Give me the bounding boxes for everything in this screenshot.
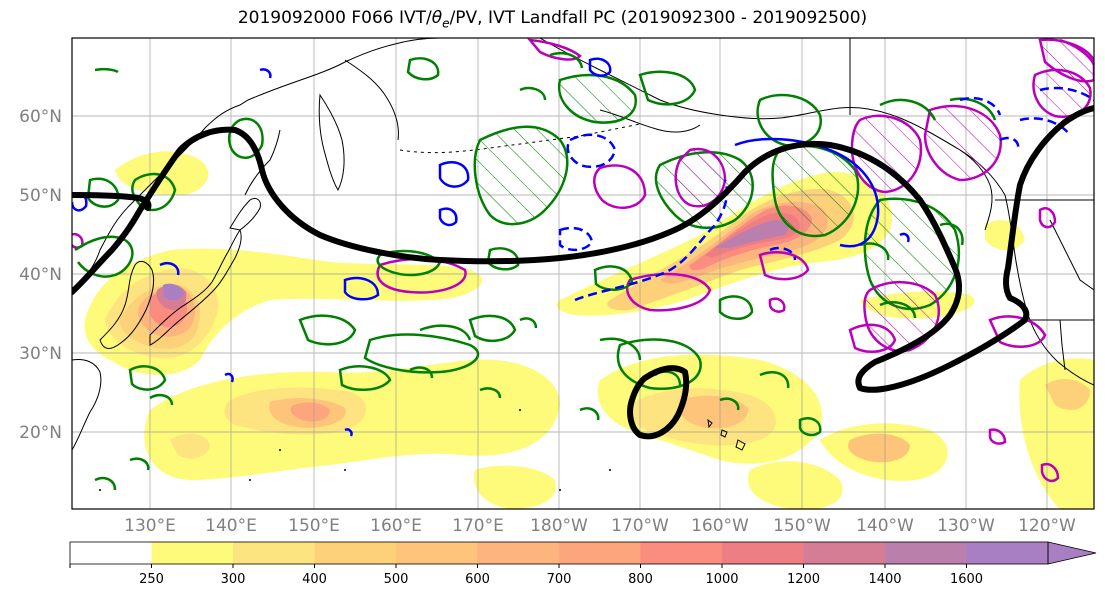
map-gridlines — [72, 38, 1094, 509]
lat-label: 40°N — [19, 265, 62, 285]
theta-e-hatched — [473, 73, 960, 311]
theta-symbol: θ — [431, 8, 443, 28]
colorbar-tick-label: 400 — [302, 572, 327, 587]
colorbar-segment — [803, 542, 886, 564]
lon-label: 140°W — [856, 516, 914, 536]
colorbar-segment — [966, 542, 1049, 564]
colorbar-tick-label: 250 — [139, 572, 164, 587]
pv-hatched — [674, 38, 1094, 353]
colorbar-segment — [640, 542, 723, 564]
lon-label: 130°W — [937, 516, 995, 536]
lon-label: 160°E — [370, 516, 422, 536]
blue-dashed-contours — [558, 86, 1094, 302]
lat-label: 20°N — [19, 423, 62, 443]
colorbar-segment — [233, 542, 315, 564]
colorbar-extend-arrow — [1047, 541, 1097, 565]
colorbar-segment — [70, 542, 152, 564]
colorbar-tick-label: 800 — [628, 572, 653, 587]
colorbar-tick-label: 1000 — [705, 572, 738, 587]
colorbar-segment — [151, 542, 234, 564]
lon-label: 150°E — [288, 516, 340, 536]
lon-label: 170°W — [611, 516, 669, 536]
blue-contours — [72, 57, 910, 437]
lon-label: 130°E — [124, 516, 176, 536]
colorbar-segment — [722, 542, 804, 564]
colorbar-tick-label: 500 — [384, 572, 409, 587]
latitude-labels: 60°N 50°N 40°N 30°N 20°N — [19, 107, 62, 443]
lon-label: 140°E — [205, 516, 257, 536]
lon-label: 170°E — [452, 516, 504, 536]
colorbar-tick-label: 1600 — [950, 572, 983, 587]
colorbar-segment — [477, 542, 560, 564]
colorbar-tick-label: 300 — [221, 572, 246, 587]
colorbar-tick-label: 1400 — [868, 572, 901, 587]
lon-label: 120°W — [1018, 516, 1076, 536]
colorbar-segment — [885, 542, 967, 564]
longitude-labels: 130°E 140°E 150°E 160°E 170°E 180°W 170°… — [124, 516, 1076, 536]
pc-contour — [72, 105, 1094, 440]
island-specks — [99, 409, 611, 491]
map-frame — [71, 37, 1095, 510]
lat-label: 60°N — [19, 107, 62, 127]
colorbar-tick-label: 700 — [547, 572, 572, 587]
lon-label: 180°W — [530, 516, 588, 536]
colorbar-segment — [559, 542, 641, 564]
figure-title: 2019092000 F066 IVT/θe/PV, IVT Landfall … — [237, 8, 868, 31]
colorbar-segment — [396, 542, 478, 564]
lat-label: 30°N — [19, 344, 62, 364]
colorbar-tick-label: 600 — [465, 572, 490, 587]
lon-label: 150°W — [773, 516, 831, 536]
colorbar: 250 300 400 500 600 700 800 1000 1200 1400 1600 — [69, 541, 1097, 587]
theta-subscript: e — [442, 16, 450, 31]
lat-label: 50°N — [19, 186, 62, 206]
map-content — [72, 38, 1094, 509]
colorbar-segment — [314, 542, 397, 564]
colorbar-tick-label: 1200 — [787, 572, 820, 587]
theta-e-contours — [74, 51, 997, 491]
lon-label: 160°W — [691, 516, 749, 536]
